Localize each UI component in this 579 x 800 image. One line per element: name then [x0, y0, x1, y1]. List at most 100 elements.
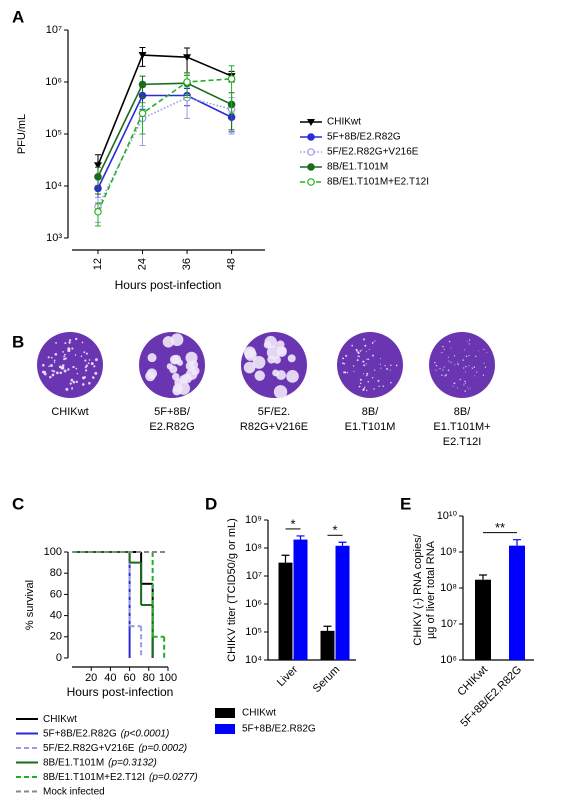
- plaque: [374, 369, 376, 371]
- plaque: [463, 384, 465, 386]
- plaque: [464, 390, 466, 392]
- plaque: [374, 340, 376, 342]
- plaque: [368, 348, 370, 351]
- plaque: [63, 358, 66, 361]
- plaque: [472, 367, 473, 369]
- plaque: [389, 369, 391, 371]
- plaque: [365, 351, 367, 353]
- plaque-label: E2.T12I: [443, 436, 482, 448]
- plaque: [243, 361, 256, 374]
- y-tick-label: 10⁴: [245, 654, 262, 666]
- plaque: [475, 355, 477, 358]
- plaque: [170, 333, 184, 347]
- plaque: [351, 344, 354, 347]
- legend-note: (p=0.0002): [138, 743, 187, 754]
- plaque: [55, 371, 59, 375]
- plaque: [352, 365, 355, 367]
- plaque: [75, 380, 78, 384]
- plaque: [377, 379, 380, 382]
- plaque: [463, 367, 465, 369]
- plaque: [468, 355, 470, 357]
- plaque: [473, 366, 476, 368]
- plaque: [357, 351, 359, 353]
- marker: [94, 207, 102, 216]
- y-axis-label: PFU/mL: [16, 114, 28, 154]
- legend-label: 8B/E1.T101M (p=0.3132): [43, 757, 157, 768]
- panel-letter: D: [205, 494, 217, 513]
- x-tick-label: Serum: [311, 664, 342, 695]
- plaque: [454, 364, 456, 366]
- plaque: [486, 352, 488, 354]
- plaque: [80, 355, 83, 358]
- plaque-label: CHIKwt: [51, 406, 88, 418]
- plaque: [395, 364, 398, 367]
- plaque: [362, 360, 365, 363]
- x-tick-label: 5F+8B/E2.R82G: [458, 664, 524, 730]
- plaque: [41, 370, 45, 374]
- plaque-label: 5F/E2.: [258, 406, 290, 418]
- plaque: [353, 371, 355, 373]
- plaque: [366, 358, 368, 360]
- y-axis-label: CHIKV titer (TCID50/g or mL): [226, 518, 238, 662]
- plaque: [88, 381, 91, 385]
- plaque: [75, 337, 78, 341]
- y-tick-label: 0: [56, 652, 62, 664]
- plaque: [445, 374, 448, 376]
- plaque: [358, 385, 361, 388]
- plaque: [345, 354, 348, 357]
- legend-label: 5F+8B/E2.R82G (p<0.0001): [43, 728, 169, 739]
- legend-label: 8B/E1.T101M: [327, 162, 388, 173]
- legend-label: 5F/E2.R82G+V216E (p=0.0002): [43, 743, 187, 754]
- legend-marker: [307, 148, 315, 156]
- plaque: [474, 375, 476, 377]
- plaque: [484, 366, 487, 368]
- plaque: [42, 363, 45, 367]
- plaque: [435, 364, 438, 367]
- plaque: [466, 340, 468, 342]
- y-tick-label: 10⁷: [246, 570, 262, 582]
- bar: [509, 545, 525, 660]
- plaque: [76, 372, 79, 375]
- plaque: [83, 351, 86, 354]
- plaque: [65, 387, 69, 391]
- plaque: [346, 372, 349, 374]
- x-tick-label: 80: [143, 672, 155, 684]
- marker: [138, 80, 147, 89]
- plaque: [273, 385, 288, 399]
- plaque: [390, 364, 392, 366]
- y-tick-label: 10⁶: [440, 654, 457, 666]
- plaque: [364, 386, 366, 388]
- plaque: [58, 365, 62, 369]
- plaque: [278, 346, 287, 355]
- y-tick-label: 10⁹: [245, 514, 262, 526]
- plaque: [63, 369, 67, 373]
- plaque: [189, 360, 199, 370]
- x-tick-label: 20: [85, 672, 97, 684]
- plaque-label: R82G+V216E: [240, 421, 308, 433]
- legend-swatch: [215, 724, 235, 734]
- x-axis-label: Hours post-infection: [115, 278, 222, 292]
- plaque: [64, 353, 66, 356]
- plaque: [359, 382, 362, 385]
- marker: [138, 109, 147, 118]
- plaque: [54, 352, 58, 356]
- plaque: [85, 352, 88, 355]
- legend-label: 8B/E1.T101M+E2.T12I (p=0.0277): [43, 772, 198, 783]
- x-tick-label: 100: [159, 672, 177, 684]
- legend-name: 5F/E2.R82G+V216E: [43, 743, 135, 754]
- plaque: [435, 369, 437, 371]
- plaque: [464, 349, 466, 351]
- marker: [183, 78, 191, 86]
- plaque: [363, 364, 366, 367]
- legend-label: CHIKwt: [43, 714, 77, 725]
- error-bar: [139, 102, 146, 135]
- plaque: [436, 369, 438, 371]
- y-tick-label: 10⁷: [441, 618, 457, 630]
- plaque: [94, 371, 98, 375]
- plaque: [146, 368, 158, 379]
- plaque: [172, 386, 182, 396]
- plaque-well: [337, 332, 403, 398]
- legend-label: 5F/E2.R82G+V216E: [327, 147, 419, 158]
- legend-marker: [307, 133, 315, 141]
- x-axis-label: Hours post-infection: [67, 685, 174, 699]
